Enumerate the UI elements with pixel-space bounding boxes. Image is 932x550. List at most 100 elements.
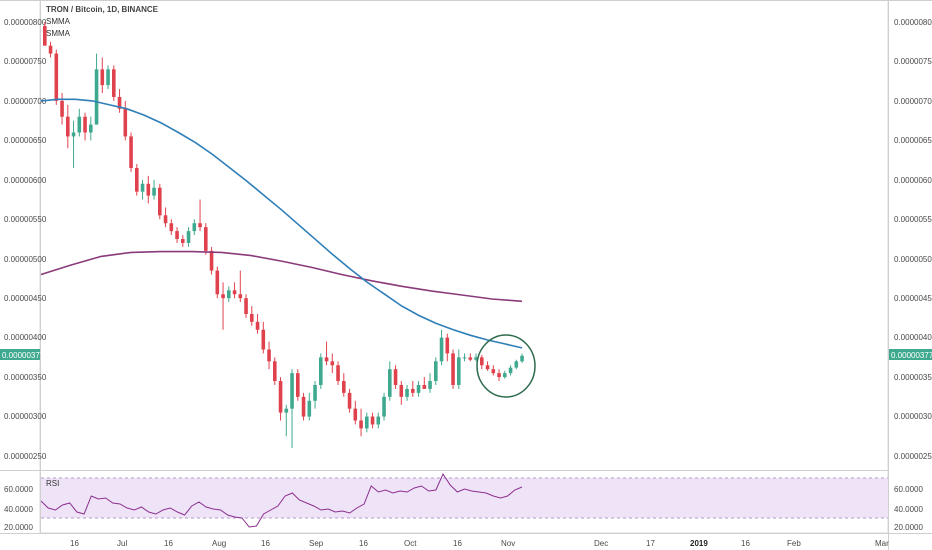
candle-body [198,223,202,228]
rsi-line [40,472,523,528]
time-tick: 16 [741,539,750,548]
candle [198,199,202,232]
time-tick: 16 [164,539,173,548]
rsi-tick: 60.0000 [4,485,33,494]
time-tick: 16 [453,539,462,548]
price-axis-left: 0.00000800 0.00000750 0.00000700 0.00000… [4,18,47,461]
candle-body [330,361,335,366]
candle [514,359,519,370]
candle [227,286,231,303]
smma-layer [40,98,523,349]
candle-body [48,45,53,54]
candle-body [204,227,208,251]
price-tick: 0.00000600 [894,176,932,185]
candle [209,246,214,275]
time-tick: 16 [261,539,270,548]
candle-body [278,381,283,413]
candle-body [514,361,519,368]
candle [503,370,507,379]
price-tick: 0.00000300 [894,412,932,421]
candle-body [474,357,478,360]
candle [250,306,254,326]
last-price-left: 0.00000377 [2,351,45,360]
price-tick: 0.00000700 [4,97,47,106]
candle [290,369,294,449]
rsi-tick: 20.0000 [4,523,33,532]
price-tick: 0.00000450 [4,294,47,303]
candle-body [273,361,277,382]
time-tick: Dec [594,539,608,548]
candle-body [445,337,450,354]
price-tick: 0.00000500 [894,255,932,264]
price-tick: 0.00000650 [4,136,47,145]
candle-body [158,187,162,216]
candle-body [175,231,179,239]
candle [100,57,105,94]
time-tick: Sep [309,539,324,548]
candle-body [227,290,231,299]
candle [347,388,352,413]
candle-body [250,313,254,322]
price-tick: 0.00000400 [894,333,932,342]
candle [112,65,116,101]
candle [60,93,64,125]
time-tick: 17 [646,539,655,548]
rsi-band [41,478,888,518]
price-tick: 0.00000450 [894,294,932,303]
candle-body [181,239,185,243]
candle-body [100,69,105,86]
candle-body [405,388,409,397]
price-tick: 0.00000750 [894,57,932,66]
rsi-tick: 40.0000 [4,505,33,514]
rsi-tick: 20.0000 [894,523,923,532]
candle-body [77,116,82,133]
candle [376,412,381,429]
candle [169,219,174,236]
candle [336,361,340,385]
time-tick: 16 [359,539,368,548]
price-tick: 0.00000700 [894,97,932,106]
candle-body [296,373,300,397]
candle [71,120,76,168]
candle [89,116,93,141]
candle-body [468,357,473,360]
candle [135,164,139,196]
candle [520,353,524,363]
candle [267,341,271,370]
candle-body [399,384,404,397]
rsi-line-layer [40,472,523,528]
time-tick: Jul [117,539,127,548]
candle [399,381,404,405]
candle-body [388,369,392,397]
candle [330,353,335,374]
candle [353,400,358,425]
price-tick: 0.00000600 [4,176,47,185]
candle [43,22,47,46]
last-price-tag-left: 0.00000377 [0,349,45,360]
candle-body [232,290,237,295]
candle [48,41,53,58]
candle-body [146,183,151,196]
candle-body [267,349,271,362]
candle-body [428,381,432,389]
candle [370,412,375,429]
time-tick: Feb [787,539,801,548]
legend-smma-2: SMMA [46,29,71,38]
candle-body [508,367,513,374]
candle [359,408,363,437]
candle [451,349,455,389]
candle-body [192,223,197,232]
candle [54,49,59,105]
candle-body [307,400,312,417]
candle [152,179,156,200]
candle-body [451,353,455,385]
legend-smma-1: SMMA [46,17,71,26]
candle-body [89,124,93,133]
candle [146,175,151,204]
candle-body [255,321,260,330]
candle-body [393,369,398,385]
candle-body [324,357,329,362]
rsi-tick: 40.0000 [894,505,923,514]
price-tick: 0.00000800 [4,18,47,27]
